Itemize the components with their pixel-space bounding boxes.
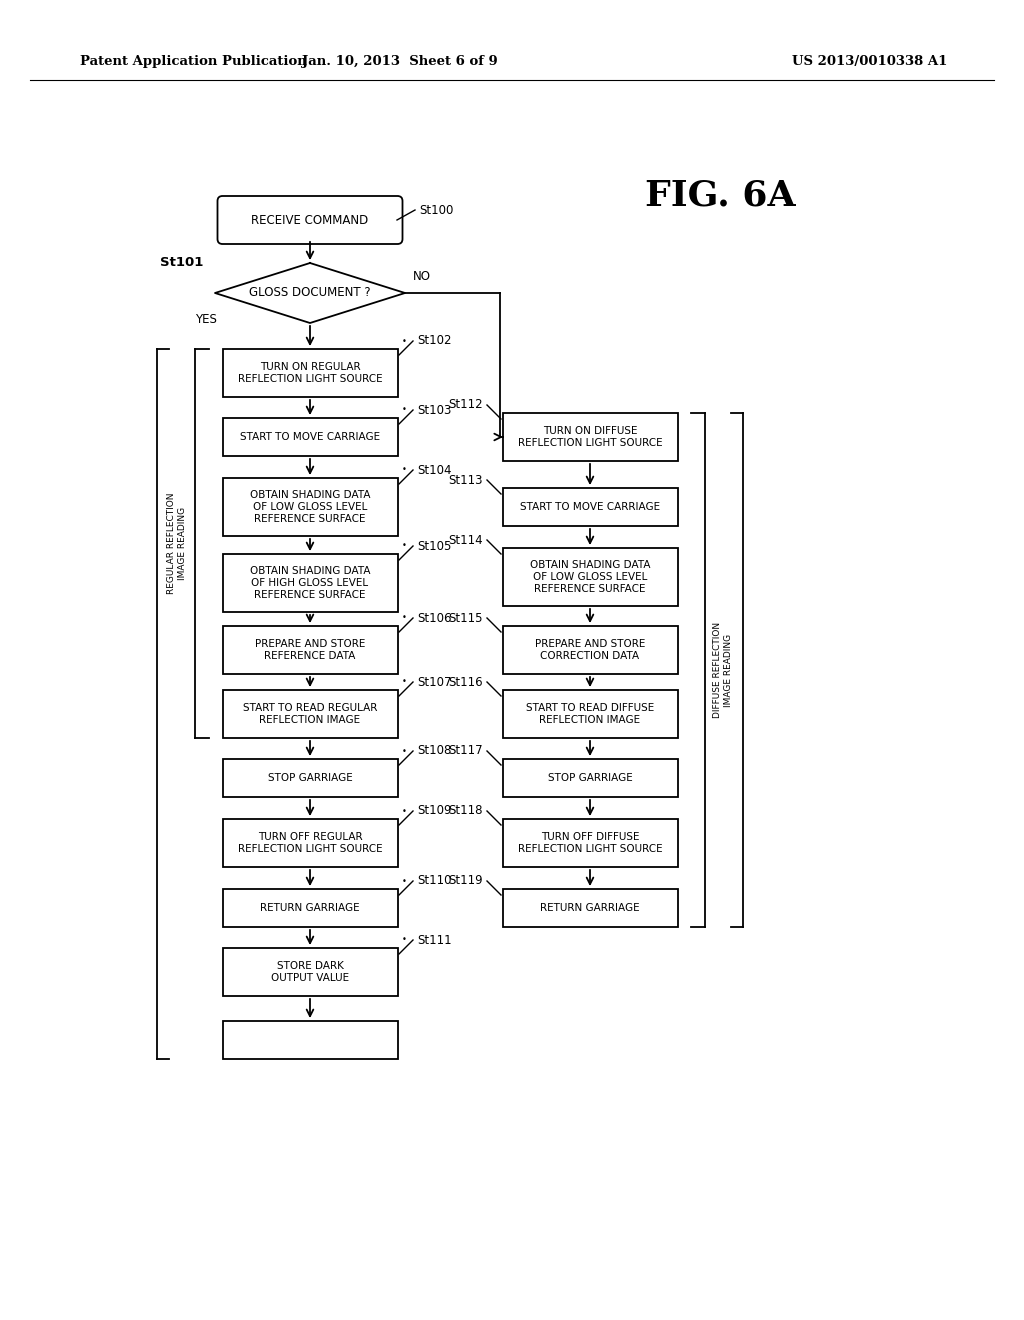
Bar	[222, 759, 397, 797]
Text: YES: YES	[195, 313, 217, 326]
Text: St105: St105	[417, 540, 452, 553]
Text: GLOSS DOCUMENT ?: GLOSS DOCUMENT ?	[249, 286, 371, 300]
Text: START TO MOVE CARRIAGE: START TO MOVE CARRIAGE	[240, 432, 380, 442]
Text: St100: St100	[419, 203, 454, 216]
Text: •: •	[402, 466, 407, 474]
Text: •: •	[402, 541, 407, 550]
Text: TURN ON DIFFUSE
REFLECTION LIGHT SOURCE: TURN ON DIFFUSE REFLECTION LIGHT SOURCE	[518, 426, 663, 447]
Bar	[503, 759, 678, 797]
Text: •: •	[402, 677, 407, 686]
Text: St116: St116	[449, 676, 483, 689]
Text: US 2013/0010338 A1: US 2013/0010338 A1	[793, 55, 947, 69]
Text: •: •	[402, 747, 407, 755]
Text: NO: NO	[413, 271, 431, 282]
Text: FIG. 6A: FIG. 6A	[645, 178, 796, 213]
Text: St119: St119	[449, 874, 483, 887]
Text: Jan. 10, 2013  Sheet 6 of 9: Jan. 10, 2013 Sheet 6 of 9	[302, 55, 498, 69]
Text: •: •	[402, 807, 407, 816]
Text: OBTAIN SHADING DATA
OF HIGH GLOSS LEVEL
REFERENCE SURFACE: OBTAIN SHADING DATA OF HIGH GLOSS LEVEL …	[250, 566, 371, 599]
Bar	[222, 626, 397, 675]
Text: •: •	[402, 876, 407, 886]
Text: OBTAIN SHADING DATA
OF LOW GLOSS LEVEL
REFERENCE SURFACE: OBTAIN SHADING DATA OF LOW GLOSS LEVEL R…	[250, 491, 371, 524]
Text: St111: St111	[417, 933, 452, 946]
Text: St110: St110	[417, 874, 452, 887]
Text: Patent Application Publication: Patent Application Publication	[80, 55, 307, 69]
Text: St112: St112	[449, 399, 483, 412]
Bar	[222, 1020, 397, 1059]
Bar	[503, 488, 678, 525]
Bar	[503, 413, 678, 461]
Bar	[503, 818, 678, 867]
Text: START TO READ REGULAR
REFLECTION IMAGE: START TO READ REGULAR REFLECTION IMAGE	[243, 704, 377, 725]
Text: •: •	[402, 337, 407, 346]
Text: PREPARE AND STORE
REFERENCE DATA: PREPARE AND STORE REFERENCE DATA	[255, 639, 366, 661]
Text: •: •	[402, 936, 407, 945]
Bar	[503, 626, 678, 675]
Bar	[222, 348, 397, 397]
Text: St117: St117	[449, 744, 483, 758]
Text: St102: St102	[417, 334, 452, 347]
Text: St108: St108	[417, 744, 452, 758]
Text: St104: St104	[417, 463, 452, 477]
Text: OBTAIN SHADING DATA
OF LOW GLOSS LEVEL
REFERENCE SURFACE: OBTAIN SHADING DATA OF LOW GLOSS LEVEL R…	[529, 561, 650, 594]
Text: •: •	[402, 405, 407, 414]
Text: RECEIVE COMMAND: RECEIVE COMMAND	[251, 214, 369, 227]
Bar	[503, 888, 678, 927]
Bar	[222, 554, 397, 612]
Bar	[222, 690, 397, 738]
Text: TURN OFF DIFFUSE
REFLECTION LIGHT SOURCE: TURN OFF DIFFUSE REFLECTION LIGHT SOURCE	[518, 832, 663, 854]
Bar	[222, 888, 397, 927]
Text: •: •	[402, 614, 407, 623]
Text: St109: St109	[417, 804, 452, 817]
Text: RETURN GARRIAGE: RETURN GARRIAGE	[541, 903, 640, 913]
Text: St101: St101	[160, 256, 203, 269]
Text: St115: St115	[449, 611, 483, 624]
Bar	[503, 548, 678, 606]
Text: DIFFUSE REFLECTION
IMAGE READING: DIFFUSE REFLECTION IMAGE READING	[714, 622, 733, 718]
Text: STOP GARRIAGE: STOP GARRIAGE	[267, 774, 352, 783]
Text: St118: St118	[449, 804, 483, 817]
Text: START TO READ DIFFUSE
REFLECTION IMAGE: START TO READ DIFFUSE REFLECTION IMAGE	[526, 704, 654, 725]
Text: St107: St107	[417, 676, 452, 689]
Text: REGULAR REFLECTION
IMAGE READING: REGULAR REFLECTION IMAGE READING	[167, 492, 186, 594]
Text: START TO MOVE CARRIAGE: START TO MOVE CARRIAGE	[520, 502, 660, 512]
Text: St114: St114	[449, 533, 483, 546]
Bar	[222, 948, 397, 997]
Bar	[222, 818, 397, 867]
FancyBboxPatch shape	[217, 195, 402, 244]
Bar	[503, 690, 678, 738]
Text: TURN ON REGULAR
REFLECTION LIGHT SOURCE: TURN ON REGULAR REFLECTION LIGHT SOURCE	[238, 362, 382, 384]
Text: St103: St103	[417, 404, 452, 417]
Text: STORE DARK
OUTPUT VALUE: STORE DARK OUTPUT VALUE	[271, 961, 349, 983]
Text: TURN OFF REGULAR
REFLECTION LIGHT SOURCE: TURN OFF REGULAR REFLECTION LIGHT SOURCE	[238, 832, 382, 854]
Bar	[222, 478, 397, 536]
Text: PREPARE AND STORE
CORRECTION DATA: PREPARE AND STORE CORRECTION DATA	[535, 639, 645, 661]
Text: St113: St113	[449, 474, 483, 487]
Bar	[222, 418, 397, 455]
Text: STOP GARRIAGE: STOP GARRIAGE	[548, 774, 633, 783]
Text: RETURN GARRIAGE: RETURN GARRIAGE	[260, 903, 359, 913]
Text: St106: St106	[417, 611, 452, 624]
